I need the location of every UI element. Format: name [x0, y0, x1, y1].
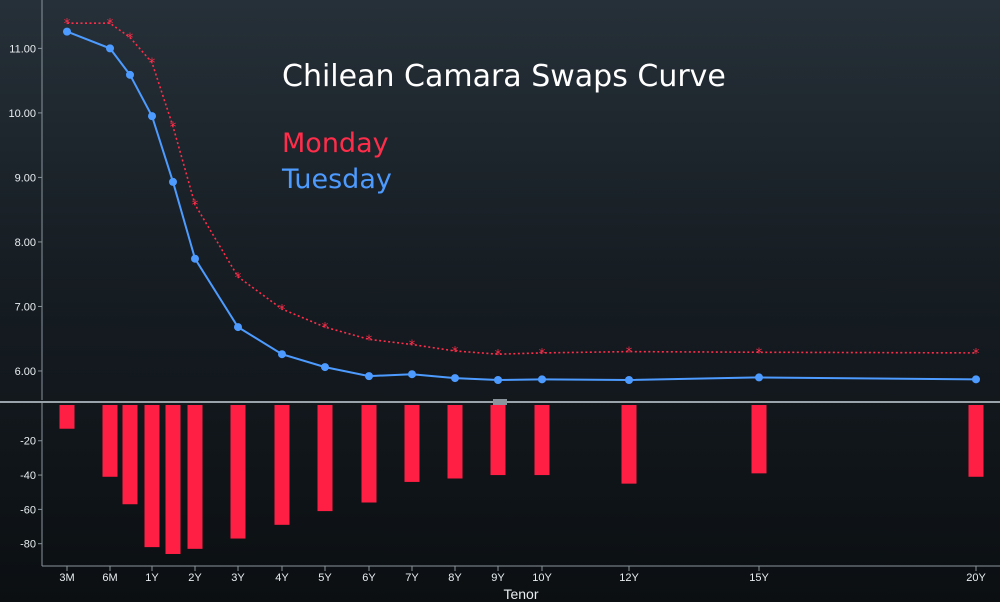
data-point-monday: * [973, 347, 980, 362]
difference-bar [187, 405, 203, 549]
data-point-monday: * [452, 345, 459, 360]
x-axis-title: Tenor [503, 586, 538, 602]
difference-bar [274, 405, 290, 525]
data-point-tuesday [126, 70, 134, 79]
difference-bar [230, 405, 246, 539]
top-y-ticks: 6.00 7.00 8.00 9.00 10.00 11.00 [8, 43, 42, 378]
data-point-monday: * [366, 333, 373, 348]
data-point-tuesday [148, 112, 156, 121]
difference-bar [404, 405, 420, 482]
y-tick-label: 10.00 [8, 108, 36, 120]
x-ticks: 3M 6M 1Y 2Y 3Y 4Y 5Y 6Y 7Y 8Y 9Y 10Y 12Y 15Y 20Y [59, 566, 986, 584]
data-point-tuesday [408, 370, 416, 379]
difference-bar [534, 405, 550, 476]
x-tick-label: 3M [59, 572, 74, 584]
data-point-tuesday [494, 376, 502, 384]
data-point-tuesday [538, 375, 546, 384]
x-tick-label: 6Y [362, 572, 376, 584]
data-point-monday: * [127, 31, 134, 46]
difference-bar [59, 405, 75, 429]
data-point-tuesday [106, 44, 114, 53]
data-point-monday: * [756, 346, 763, 361]
x-tick-label: 5Y [318, 572, 332, 584]
data-point-monday: * [495, 348, 502, 363]
x-tick-label: 4Y [275, 572, 289, 584]
y-tick-label: 8.00 [15, 237, 36, 249]
difference-bar [361, 405, 377, 503]
difference-bar [447, 405, 463, 479]
data-point-tuesday [451, 374, 459, 383]
difference-bar [621, 405, 637, 484]
curve-lines: * * * * * * * * * * * * * * * * * [63, 17, 980, 384]
y-tick-label: 7.00 [15, 301, 36, 313]
y-tick-label: -20 [20, 436, 36, 448]
x-tick-label: 15Y [749, 572, 769, 584]
data-point-monday: * [192, 199, 199, 214]
data-point-monday: * [539, 347, 546, 362]
legend-tuesday: Tuesday [281, 164, 392, 195]
x-tick-label: 8Y [448, 572, 462, 584]
x-tick-label: 3Y [231, 572, 245, 584]
difference-bar [165, 405, 181, 554]
data-point-monday: * [64, 17, 71, 32]
x-tick-label: 1Y [145, 572, 159, 584]
x-tick-label: 9Y [491, 572, 505, 584]
y-tick-label: 6.00 [15, 366, 36, 378]
data-point-tuesday [365, 372, 373, 381]
difference-bar [490, 405, 506, 476]
data-point-tuesday [191, 254, 199, 263]
data-point-monday: * [279, 303, 286, 318]
data-point-tuesday [625, 376, 633, 384]
data-point-monday: * [322, 321, 329, 336]
difference-bars [59, 405, 984, 554]
data-point-tuesday [234, 323, 242, 332]
x-tick-label: 2Y [188, 572, 202, 584]
data-point-tuesday [321, 363, 329, 372]
x-tick-label: 12Y [619, 572, 639, 584]
data-point-tuesday [972, 375, 980, 384]
x-tick-label: 20Y [966, 572, 986, 584]
x-tick-label: 6M [102, 572, 117, 584]
data-point-monday: * [170, 120, 177, 135]
difference-bar [122, 405, 138, 505]
data-point-tuesday [63, 27, 71, 36]
difference-bar [144, 405, 160, 548]
data-point-tuesday [169, 177, 177, 186]
difference-bar [317, 405, 333, 512]
bottom-y-ticks: -20 -40 -60 -80 [20, 436, 42, 551]
y-tick-label: -40 [20, 470, 36, 482]
difference-bar [102, 405, 118, 477]
divider-handle[interactable] [493, 399, 507, 405]
data-point-monday: * [149, 57, 156, 72]
y-tick-label: 11.00 [9, 43, 36, 55]
chart-title: Chilean Camara Swaps Curve [282, 59, 726, 94]
data-point-monday: * [626, 346, 633, 361]
legend-monday: Monday [282, 128, 389, 159]
y-tick-label: -60 [20, 504, 36, 516]
y-tick-label: -80 [20, 539, 36, 551]
difference-bar [968, 405, 984, 477]
data-point-monday: * [107, 17, 114, 32]
data-point-tuesday [755, 373, 763, 382]
data-point-monday: * [409, 339, 416, 354]
data-point-monday: * [235, 271, 242, 286]
data-point-tuesday [278, 350, 286, 359]
y-tick-label: 9.00 [15, 172, 36, 184]
x-tick-label: 10Y [532, 572, 552, 584]
x-tick-label: 7Y [405, 572, 419, 584]
difference-bar [751, 405, 767, 474]
